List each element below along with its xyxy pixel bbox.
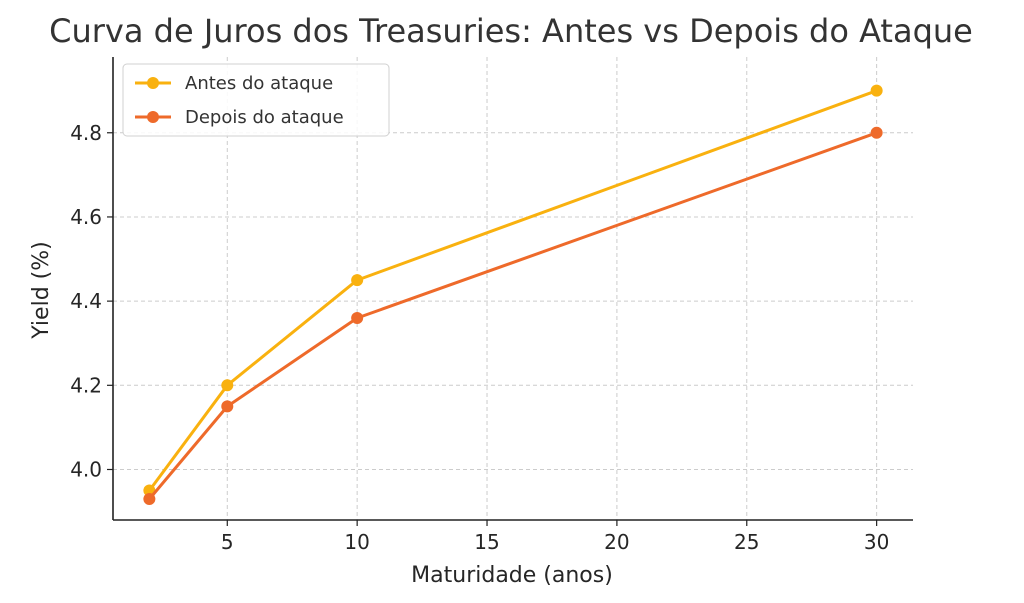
series-2 <box>143 126 883 505</box>
y-axis-label: Yield (%) <box>29 241 54 339</box>
x-tick-label: 30 <box>864 530 889 554</box>
series-line <box>148 131 878 500</box>
y-tick-label: 4.2 <box>70 373 102 397</box>
data-point <box>221 379 234 392</box>
series-line <box>148 89 878 492</box>
legend-swatch-marker <box>147 77 159 89</box>
data-point <box>870 84 883 97</box>
y-tick-label: 4.6 <box>70 205 102 229</box>
legend-label: Antes do ataque <box>185 73 333 94</box>
legend-box <box>122 63 390 137</box>
x-tick-label: 10 <box>344 530 369 554</box>
x-tick-label: 20 <box>604 530 629 554</box>
y-axis-ticks: 4.0 4.2 4.4 4.6 4.8 <box>70 121 113 481</box>
legend-swatch-marker <box>147 111 159 123</box>
x-axis-ticks: 5 10 15 20 25 30 <box>221 520 889 554</box>
data-point <box>221 400 234 413</box>
data-point <box>351 274 364 287</box>
x-tick-label: 15 <box>474 530 499 554</box>
y-tick-label: 4.0 <box>70 457 102 481</box>
data-point <box>143 492 156 505</box>
data-point <box>870 126 883 139</box>
plot-area <box>143 84 883 505</box>
x-tick-label: 5 <box>221 530 234 554</box>
legend: Antes do ataque Depois do ataque <box>122 63 390 137</box>
chart-title: Curva de Juros dos Treasuries: Antes vs … <box>49 12 973 50</box>
series-1 <box>143 84 883 497</box>
legend-label: Depois do ataque <box>185 107 344 128</box>
y-tick-label: 4.4 <box>70 289 102 313</box>
x-axis-label: Maturidade (anos) <box>411 563 613 588</box>
data-point <box>351 311 364 324</box>
y-tick-label: 4.8 <box>70 121 102 145</box>
x-tick-label: 25 <box>734 530 759 554</box>
